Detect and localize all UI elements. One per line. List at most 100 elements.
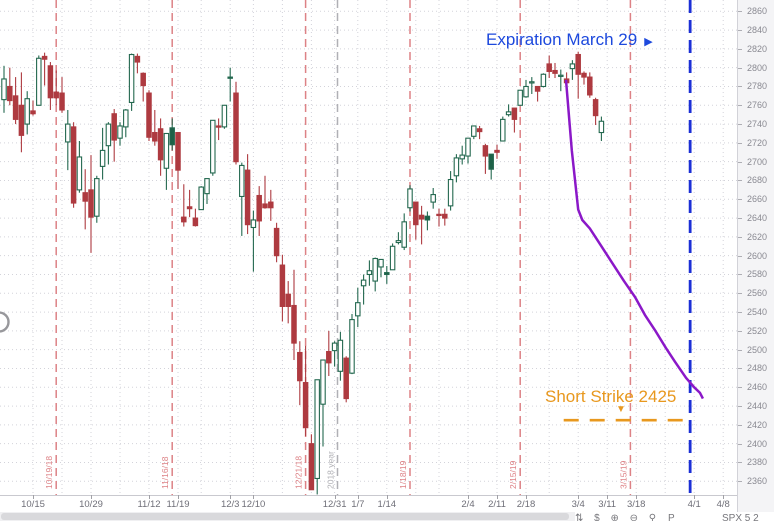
candle [152,109,158,146]
price-tick-label: 2480 [747,363,768,374]
candle [378,258,384,278]
date-tick-mark [578,495,580,499]
candle [76,141,83,193]
candle [88,155,94,253]
candle [326,330,332,376]
candle [111,109,117,162]
event-line-label: 12/21/18 [294,456,304,489]
candle [598,116,605,141]
price-tick-mark [738,142,742,144]
price-tick-mark [738,424,742,426]
candlestick-chart-canvas[interactable]: 10/19/18 11/16/18 12/21/18 2018 year 1/18/19… [0,0,737,495]
date-tick-label: 12/10 [241,499,266,510]
candle [401,213,407,251]
candle [273,222,280,263]
candle [70,122,77,208]
candle [349,313,355,375]
candle [534,85,541,102]
candle [505,104,512,117]
candle [442,208,448,226]
date-tick-label: 1/7 [351,499,365,510]
event-line-label: 1/18/19 [398,460,408,489]
candle [181,184,187,227]
horizontal-scrollbar-thumb[interactable] [1,513,569,520]
candle [198,186,204,211]
candle [18,72,25,153]
price-tick-label: 2500 [747,344,768,355]
candle [250,210,257,272]
price-tick-label: 2860 [747,6,768,17]
candle [523,79,529,98]
date-tick-mark [723,495,725,499]
date-tick-label: 12/3 [220,499,240,510]
price-tick-label: 2820 [747,43,768,54]
toolbar-icons[interactable]: ⇅ $ ⊕ ⊖ ⚲ [575,513,661,521]
candle [529,77,535,94]
candle [82,169,88,230]
price-tick-mark [738,236,742,238]
candle [355,287,361,328]
date-tick-label: 2/18 [516,499,536,510]
horizontal-scrollbar-track[interactable] [0,512,575,521]
candle [366,260,373,286]
price-tick-mark [738,293,742,295]
price-tick-label: 2600 [747,250,768,261]
candle [546,55,552,79]
date-tick-label: 10/15 [21,499,45,510]
candle [297,341,303,406]
price-tick-label: 2700 [747,156,768,167]
candle [413,201,419,240]
price-tick-mark [738,481,742,483]
price-tick-mark [738,180,742,182]
candle [459,145,465,165]
event-line-label: 2/15/19 [508,460,518,489]
price-projection-line [564,79,705,400]
candle [1,65,7,113]
date-tick-mark [230,495,232,499]
date-tick-mark [497,495,498,499]
date-tick-label: 3/11 [598,499,617,510]
price-tick-mark [738,349,742,351]
candle [65,109,71,171]
date-tick-mark [178,495,179,499]
date-tick-mark [607,495,609,499]
symbol-label: SPX 5 2 [722,513,759,521]
candle [7,67,13,106]
candle [331,341,338,367]
price-tick-mark [738,255,742,257]
candle [53,70,59,106]
date-tick-label: 4/8 [716,499,730,510]
date-tick-mark [253,495,255,499]
candle [163,132,170,190]
price-tick-mark [738,11,742,13]
candle [123,109,129,138]
price-tick-mark [738,387,742,389]
candle [134,53,141,74]
candle [360,274,367,305]
candle [221,104,228,129]
candle [256,186,262,236]
date-tick-label: 11/12 [137,499,161,510]
candle [540,73,547,88]
price-tick-label: 2360 [747,476,768,487]
price-tick-mark [738,368,742,370]
date-tick-mark [149,495,150,499]
event-line-label: 3/15/19 [618,460,628,489]
candle [186,189,193,218]
candle [511,107,518,133]
candle [175,131,181,189]
candle [384,266,390,284]
price-tick-mark [738,67,742,69]
price-tick-mark [738,105,742,107]
price-tick-label: 2380 [747,457,768,468]
candle [94,175,100,223]
date-tick-mark [636,495,638,499]
candle [436,208,442,227]
candle [488,153,494,180]
date-tick-label: 12/31 [322,499,347,510]
price-tick-mark [738,48,742,50]
candle [407,185,413,212]
event-line-label: 11/16/18 [160,456,170,489]
price-tick-mark [738,30,742,32]
